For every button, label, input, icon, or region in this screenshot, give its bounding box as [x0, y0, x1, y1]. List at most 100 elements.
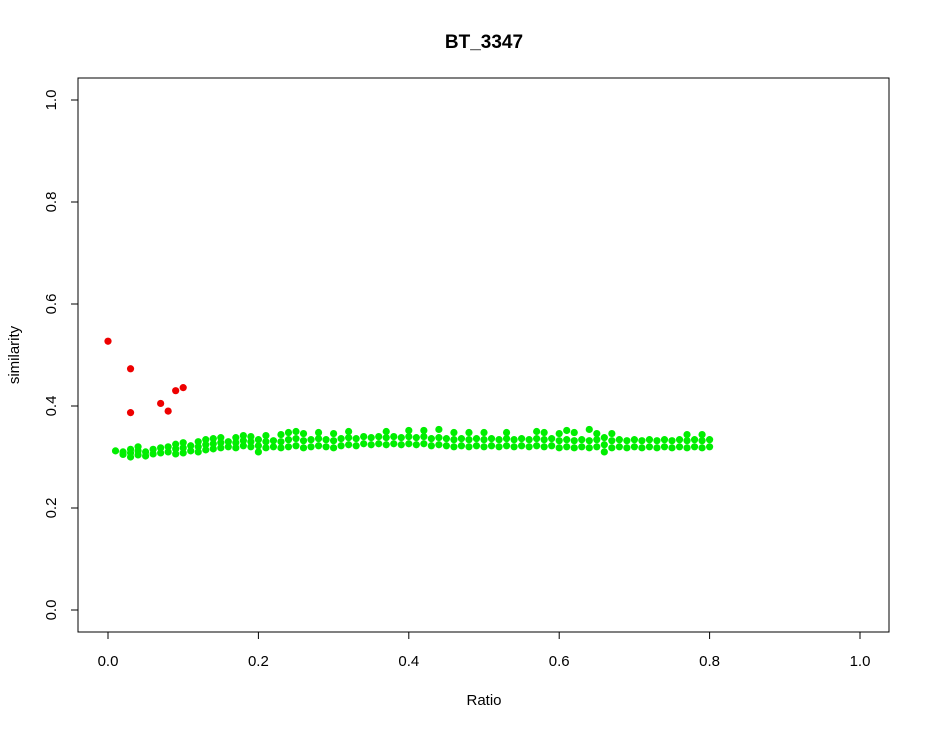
green-point — [292, 435, 300, 443]
green-point — [277, 444, 285, 452]
y-tick-label: 0.2 — [43, 498, 60, 519]
green-point — [179, 449, 187, 457]
green-point — [277, 430, 285, 439]
green-point — [487, 442, 496, 450]
green-point — [157, 449, 165, 457]
green-point — [525, 443, 533, 451]
green-point — [593, 429, 601, 438]
green-point — [284, 436, 293, 444]
data-points — [104, 337, 714, 461]
green-point — [465, 428, 473, 437]
green-point — [202, 441, 210, 449]
green-point — [533, 427, 541, 436]
green-point — [698, 430, 706, 439]
green-point — [172, 440, 180, 448]
green-point — [299, 429, 308, 438]
green-point — [337, 442, 345, 450]
green-point — [683, 437, 691, 445]
green-point — [548, 435, 556, 443]
green-point — [570, 437, 578, 445]
green-point — [608, 429, 616, 438]
green-point — [698, 444, 706, 452]
green-point — [480, 443, 488, 451]
green-point — [390, 433, 398, 441]
green-point — [502, 442, 511, 450]
green-point — [239, 431, 247, 440]
x-tick-label: 0.8 — [699, 653, 720, 670]
green-point — [202, 446, 210, 454]
green-point — [397, 441, 405, 449]
green-point — [126, 445, 135, 453]
green-point — [615, 443, 623, 451]
green-point — [457, 435, 466, 443]
green-point — [412, 441, 420, 449]
green-point — [314, 442, 323, 450]
green-point — [675, 443, 684, 451]
green-point — [548, 442, 556, 450]
green-point — [382, 441, 390, 449]
green-point — [405, 440, 413, 448]
green-point — [322, 443, 330, 451]
green-point — [570, 444, 578, 452]
green-point — [405, 433, 413, 441]
green-point — [585, 437, 593, 445]
green-point — [345, 434, 353, 442]
green-point — [435, 434, 443, 442]
green-point — [360, 440, 368, 448]
series-green — [111, 425, 714, 461]
green-point — [292, 427, 300, 436]
green-point — [262, 438, 270, 446]
green-point — [555, 437, 563, 445]
green-point — [405, 426, 413, 435]
green-point — [533, 435, 541, 443]
green-point — [427, 442, 435, 450]
green-point — [600, 434, 608, 442]
green-point — [442, 442, 450, 450]
green-point — [593, 443, 601, 451]
green-point — [578, 436, 586, 444]
green-point — [487, 435, 496, 443]
green-point — [502, 428, 511, 437]
green-point — [262, 431, 270, 440]
green-point — [495, 436, 503, 444]
green-point — [706, 436, 714, 444]
red-point — [126, 365, 135, 373]
green-point — [239, 437, 247, 445]
red-point — [157, 399, 165, 408]
green-point — [683, 444, 691, 452]
green-point — [435, 425, 443, 434]
green-point — [660, 436, 669, 444]
green-point — [698, 437, 706, 445]
green-point — [563, 426, 571, 435]
green-point — [465, 443, 473, 451]
green-point — [638, 444, 646, 452]
red-point — [126, 409, 135, 417]
green-point — [540, 436, 548, 444]
green-point — [623, 444, 631, 452]
green-point — [668, 444, 676, 452]
green-point — [232, 439, 240, 447]
red-point — [172, 387, 180, 395]
green-point — [578, 443, 586, 451]
green-point — [465, 436, 473, 444]
green-point — [164, 443, 172, 451]
green-point — [533, 442, 541, 450]
y-tick-label: 0.6 — [43, 294, 60, 315]
green-point — [472, 442, 481, 450]
green-point — [232, 434, 240, 442]
green-point — [367, 441, 375, 449]
green-point — [555, 444, 563, 452]
green-point — [284, 428, 293, 437]
green-point — [179, 444, 187, 452]
green-point — [442, 435, 450, 443]
green-point — [630, 443, 639, 451]
x-axis: 0.0 0.2 0.4 0.6 0.8 1.0 — [98, 631, 870, 670]
green-point — [638, 437, 646, 445]
green-point — [224, 443, 232, 451]
series-red — [104, 337, 187, 417]
green-point — [142, 448, 150, 456]
green-point — [194, 443, 202, 451]
y-axis: 0.0 0.2 0.4 0.6 0.8 1.0 — [43, 90, 79, 620]
green-point — [307, 443, 315, 451]
